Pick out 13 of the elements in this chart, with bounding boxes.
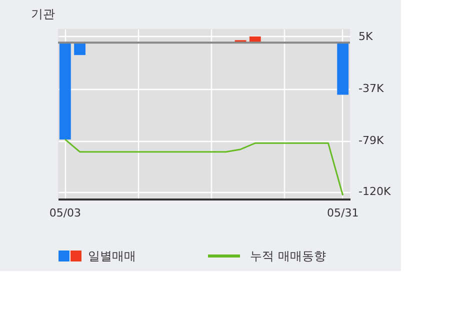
legend-label: 누적 매매동향	[250, 249, 326, 263]
y-tick-label: -79K	[358, 134, 384, 148]
bar	[59, 42, 71, 140]
y-tick-label: -37K	[358, 82, 384, 96]
legend-label: 일별매매	[88, 249, 136, 263]
y-tick-label: -120K	[358, 185, 392, 198]
line-series	[64, 138, 344, 196]
x-tick-label: 05/31	[326, 206, 359, 220]
chart-title: 기관	[30, 7, 55, 21]
y-tick-label: 5K	[358, 30, 374, 43]
bar	[337, 42, 349, 95]
bar	[74, 42, 86, 56]
x-tick-label: 05/03	[49, 206, 82, 220]
